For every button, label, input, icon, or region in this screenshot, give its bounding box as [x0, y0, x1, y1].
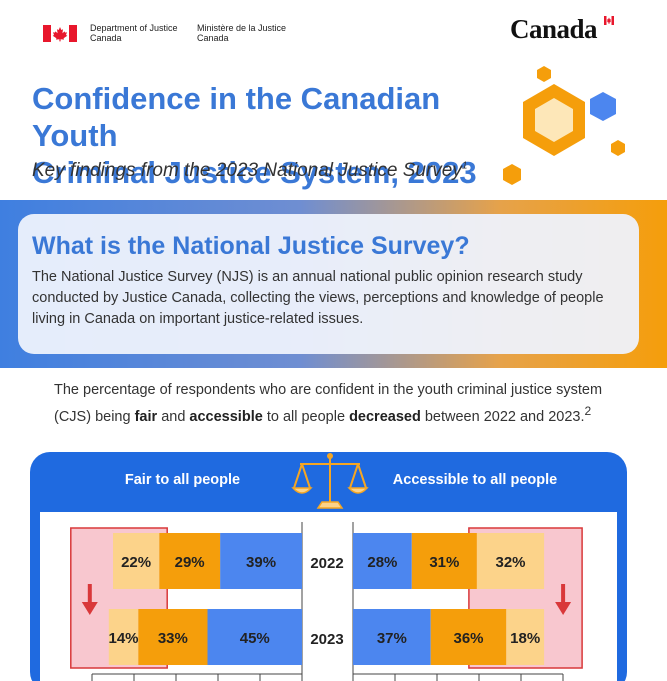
accessible-heading: Accessible to all people [392, 472, 558, 488]
year-label-2023: 2023 [310, 631, 343, 648]
fair-label-2023-2: 14% [108, 630, 138, 647]
dept-en-line1: Department of Justice [90, 23, 178, 33]
title-line1: Confidence in the Canadian Youth [32, 81, 441, 153]
intro-text-4: between 2022 and 2023. [420, 408, 585, 425]
fair-bar-2022-1 [159, 533, 221, 589]
fair-label-2023-1: 33% [158, 630, 188, 647]
dept-fr-line2: Canada [197, 33, 229, 43]
accessible-label-2022-2: 32% [495, 554, 525, 571]
subtitle-footnote-ref: 1 [461, 160, 468, 172]
fair-heading: Fair to all people [124, 472, 241, 488]
fair-bar-2022-0 [220, 533, 302, 589]
page-title: Confidence in the Canadian Youth Crimina… [32, 80, 512, 191]
fair-bar-2023-2 [108, 609, 139, 665]
wordmark-flag-icon [604, 16, 614, 25]
accessible-bar-2023-0 [353, 609, 431, 665]
intro-text-2: and [157, 408, 190, 425]
intro-bold-accessible: accessible [189, 408, 263, 425]
dept-fr-line1: Ministère de la Justice [197, 23, 287, 33]
page-subtitle: Key findings from the 2023 National Just… [32, 160, 467, 182]
accessible-bar-2022-2 [476, 533, 545, 589]
canada-wordmark: Canada [510, 14, 598, 44]
department-name-french: Ministère de la Justice Canada [197, 23, 286, 43]
fair-label-2022-0: 39% [246, 554, 276, 571]
intro-text-1: The percentage of respondents who are co… [54, 382, 603, 425]
confidence-charts: 39% 29% 22% 45% 33% 14% 28% 31% 32% 37% 36% 18% 2022… [70, 522, 583, 681]
government-header: Department of Justice Canada Ministère d… [0, 0, 667, 60]
year-label-2022: 2022 [310, 555, 343, 572]
accessible-bar-2023-1 [430, 609, 507, 665]
accessible-bar-2022-0 [353, 533, 412, 589]
survey-info-card [18, 214, 639, 354]
survey-heading: What is the National Justice Survey? [32, 232, 470, 260]
dept-en-line2: Canada [90, 33, 122, 43]
intro-footnote-ref: 2 [584, 404, 592, 418]
hexagon-decoration-icon [503, 66, 625, 185]
intro-text-3: to all people [262, 408, 350, 425]
fair-label-2022-1: 29% [175, 554, 205, 571]
justice-scale-icon [291, 453, 369, 509]
fair-bar-2023-1 [138, 609, 208, 665]
accessible-bar-2022-1 [411, 533, 477, 589]
fair-label-2023-0: 45% [240, 630, 270, 647]
accessible-label-2023-1: 36% [453, 630, 483, 647]
survey-description: The National Justice Survey (NJS) is an … [32, 269, 604, 327]
title-line2: Criminal Justice System, 2023 [32, 155, 477, 190]
subtitle-text: Key findings from the 2023 National Just… [32, 160, 462, 181]
accessible-label-2023-0: 37% [377, 630, 407, 647]
accessible-bar-2023-2 [506, 609, 545, 665]
accessible-label-2022-1: 31% [429, 554, 459, 571]
intro-paragraph: The percentage of respondents who are co… [54, 380, 614, 428]
department-name-english: Department of Justice Canada [90, 23, 178, 43]
accessible-label-2022-0: 28% [367, 554, 397, 571]
fair-bar-2022-2 [113, 533, 160, 589]
canada-flag-icon [43, 25, 77, 42]
accessible-label-2023-2: 18% [510, 630, 540, 647]
fair-down-arrow-icon [81, 602, 98, 615]
fair-label-2022-2: 22% [121, 554, 151, 571]
accessible-down-arrow-icon [555, 602, 572, 615]
intro-bold-decreased: decreased [349, 408, 421, 425]
fair-bar-2023-0 [207, 609, 302, 665]
intro-bold-fair: fair [134, 408, 158, 425]
